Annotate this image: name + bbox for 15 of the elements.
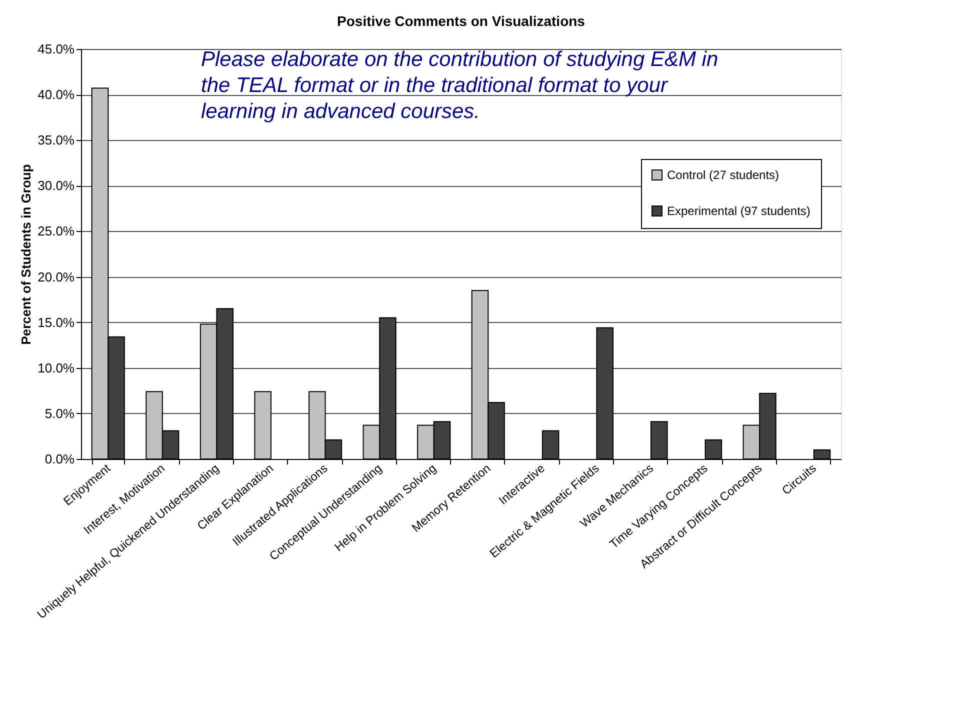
y-tick-label: 15.0% — [38, 314, 75, 330]
chart-title: Positive Comments on Visualizations — [337, 13, 586, 29]
legend-label: Control (27 students) — [667, 168, 780, 182]
y-tick-label: 10.0% — [38, 360, 75, 376]
y-tick-label: 5.0% — [44, 406, 75, 421]
y-tick-label: 0.0% — [44, 452, 75, 466]
y-axis-title: Percent of Students in Group — [18, 164, 34, 345]
annotation: Please elaborate on the contribution of studying E&M in the TEAL format or in the traditional format to your learning in advanced courses. — [201, 48, 718, 123]
y-tick-label: 25.0% — [38, 224, 75, 239]
y-tick-label: 20.0% — [38, 269, 75, 284]
y-tick-label: 35.0% — [38, 132, 75, 148]
y-tick-label: 45.0% — [38, 42, 75, 56]
legend-label: Experimental (97 students) — [667, 204, 810, 218]
y-tick-label: 30.0% — [38, 178, 75, 194]
y-tick-label: 40.0% — [38, 87, 75, 102]
